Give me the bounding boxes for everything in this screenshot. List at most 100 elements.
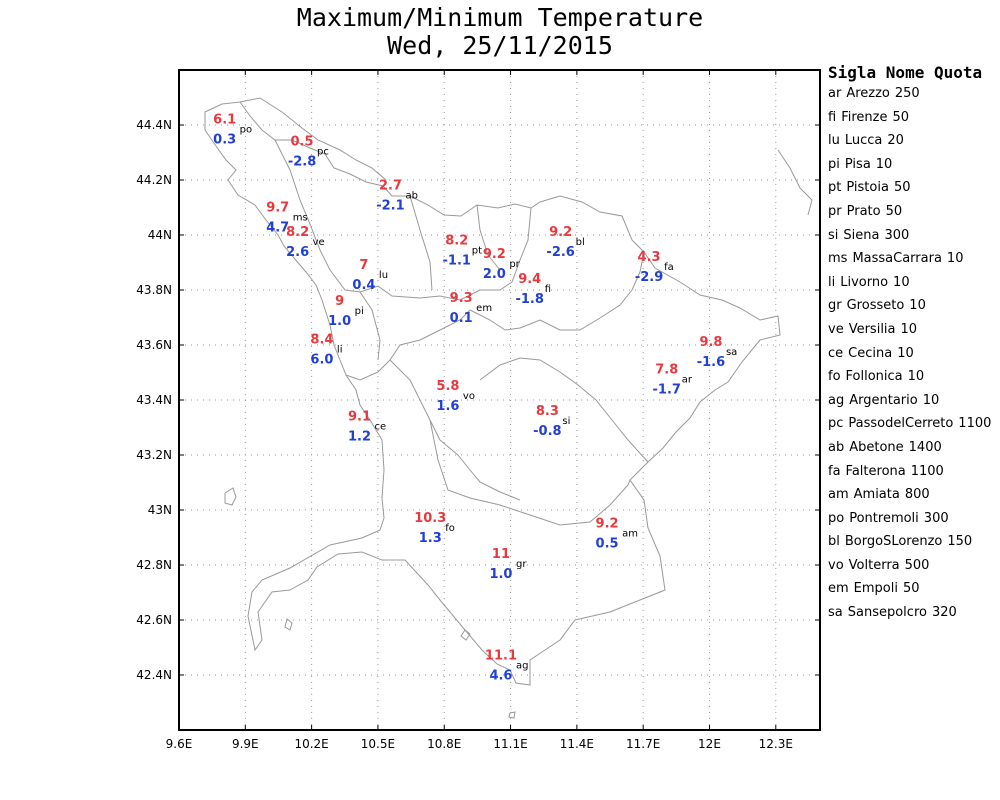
max-temp-label: 4.3 [638,250,661,265]
legend-row: pt Pistoia 50 [828,176,998,200]
legend-quota: 10 [946,251,964,267]
max-temp-label: 9.3 [450,291,473,306]
y-tick-label: 42.8N [136,558,172,572]
station-code-label: vo [463,391,475,402]
legend-row: pr Prato 50 [828,200,998,224]
x-tick-label: 11.7E [626,737,660,751]
x-tick-label: 11.1E [493,737,527,751]
legend-name: Versilia [848,321,896,337]
y-tick-label: 44.4N [136,118,172,132]
max-temp-label: 7.8 [655,363,678,378]
x-tick-label: 9.6E [166,737,193,751]
min-temp-label: 1.2 [348,429,371,444]
x-tick-label: 12.3E [759,737,793,751]
giglio-island [460,629,471,641]
legend-row: ms MassaCarrara 10 [828,247,998,271]
legend-quota: 50 [902,581,920,597]
legend-code: fi [828,109,837,125]
legend-code: lu [828,133,840,149]
min-temp-label: 4.7 [266,220,289,235]
min-temp-label: -2.6 [546,245,574,260]
max-temp-label: 6.1 [213,112,236,127]
legend-name: Prato [846,203,881,219]
legend-row: lu Lucca 20 [828,129,998,153]
min-temp-label: -1.1 [443,253,471,268]
legend-name: Grosseto [846,298,905,314]
min-temp-label: -1.7 [653,383,681,398]
legend-name: Argentario [849,392,918,408]
legend-quota: 1100 [958,416,992,432]
legend-code: li [828,274,836,290]
min-temp-label: -2.9 [635,270,663,285]
station-ag: 11.1ag 4.6 [485,649,529,684]
legend-name: Lucca [844,133,883,149]
legend-rows: ar Arezzo 250 fi Firenze 50 lu Lucca 20 pi Pisa 10 p… [828,82,998,625]
legend-quota: 10 [907,369,925,385]
station-gr: 11 gr 1.0 [489,547,527,582]
max-temp-label: 8.3 [536,404,559,419]
station-code-label: gr [516,559,527,570]
legend-name: Firenze [841,109,888,125]
giannutri-island [508,711,516,719]
legend-quota: 1100 [910,463,944,479]
min-temp-label: 0.4 [352,278,375,293]
y-tick-label: 42.6N [136,613,172,627]
min-temp-label: 2.6 [286,245,309,260]
legend-quota: 300 [923,510,949,526]
x-tick-label: 10.2E [294,737,328,751]
legend-quota: 10 [922,392,940,408]
legend-row: ar Arezzo 250 [828,82,998,106]
max-temp-label: 8.2 [286,225,309,240]
station-code-label: lu [379,270,388,281]
station-code-label: ce [375,421,387,432]
legend-code: ve [828,321,844,337]
legend-name: PassodelCerreto [848,416,954,432]
legend-name: Pistoia [846,180,889,196]
station-pi: 9 pi 1.0 [328,294,364,329]
max-temp-label: 7 [359,258,368,273]
northern-border [239,97,387,181]
legend-row: fo Follonica 10 [828,365,998,389]
legend-quota: 10 [909,298,926,314]
legend-quota: 800 [904,487,930,503]
east-coast [777,149,813,216]
station-code-label: li [337,344,343,355]
station-code-label: pt [472,245,482,256]
legend-row: li Livorno 10 [828,271,998,295]
legend-name: Livorno [840,274,889,290]
max-temp-label: 8.2 [445,233,468,248]
legend-code: bl [828,534,840,550]
min-temp-label: 0.5 [596,537,619,552]
min-temp-label: 0.1 [450,311,473,326]
legend-row: am Amiata 800 [828,483,998,507]
tuscany-boundary [204,101,781,686]
legend-name: Abetone [849,439,904,455]
legend-header: Sigla Nome Quota [828,63,983,82]
min-temp-label: 2.0 [483,267,506,282]
legend-code: ab [828,439,845,455]
station-code-label: si [562,416,570,427]
y-tick-label: 42.4N [136,668,172,682]
axis-ticks: 9.6E 9.9E 10.2E 10.5E 10.8E 11.1E 11.4E 11.7E 12… [136,70,820,751]
legend-quota: 320 [931,605,957,621]
legend-row: po Pontremoli 300 [828,507,998,531]
station-code-label: ag [516,661,528,672]
max-temp-label: 9.1 [348,409,371,424]
legend-code: si [828,227,839,243]
geography-outlines [204,97,813,719]
legend-name: BorgoSLorenzo [844,534,943,550]
min-temp-label: 1.3 [419,531,442,546]
legend-name: MassaCarrara [852,251,942,267]
station-code-label: fi [545,284,551,295]
legend-quota: 10 [893,274,910,290]
station-code-label: fa [664,262,674,273]
station-fi: 9.4 fi-1.8 [515,272,551,307]
grid-lines [179,70,820,730]
station-code-label: ar [682,375,693,386]
y-tick-label: 43.4N [136,393,172,407]
legend-name: Sansepolcro [847,605,927,621]
legend-code: ar [828,86,842,101]
legend-row: ab Abetone 1400 [828,436,998,460]
